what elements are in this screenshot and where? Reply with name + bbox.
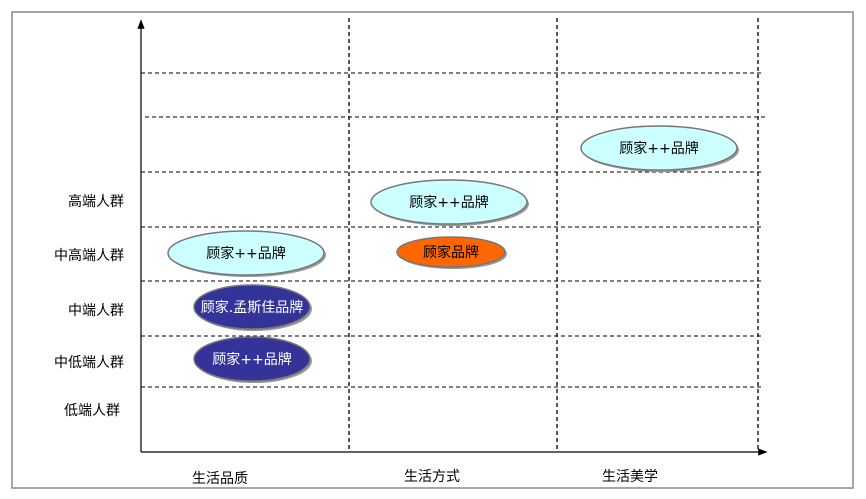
row-label: 高端人群 (68, 193, 124, 210)
bubble-label: 顾家.孟斯佳品牌 (201, 299, 303, 316)
brand-bubble: 顾家品牌 (396, 236, 507, 269)
bubble-ellipse (580, 125, 738, 171)
bubble-label: 顾家++品牌 (619, 140, 698, 157)
bubble-label: 顾家++品牌 (206, 245, 285, 262)
column-label: 生活美学 (602, 469, 658, 485)
column-label: 生活方式 (404, 469, 460, 485)
brand-bubble: 顾家++品牌 (193, 336, 312, 383)
row-label: 低端人群 (64, 403, 120, 419)
bubble-label: 顾家++品牌 (409, 194, 488, 211)
brand-bubble: 顾家++品牌 (580, 125, 739, 172)
row-label: 中端人群 (68, 303, 124, 319)
bubble-label: 顾家++品牌 (212, 351, 291, 368)
bubble-ellipse (396, 236, 506, 268)
brand-bubble: 顾家++品牌 (167, 230, 326, 277)
bubble-ellipse (167, 230, 325, 276)
bubble-ellipse (193, 336, 311, 382)
brand-bubble: 顾家++品牌 (370, 179, 529, 226)
row-label: 中低端人群 (54, 355, 124, 371)
frame (11, 11, 854, 489)
grid (141, 18, 768, 452)
bubble-ellipse (193, 284, 311, 330)
row-label: 中高端人群 (54, 247, 124, 264)
brand-bubble: 顾家.孟斯佳品牌 (193, 284, 312, 331)
bubble-ellipse (370, 179, 528, 225)
column-label: 生活品质 (192, 471, 248, 487)
bubble-label: 顾家品牌 (423, 244, 479, 261)
